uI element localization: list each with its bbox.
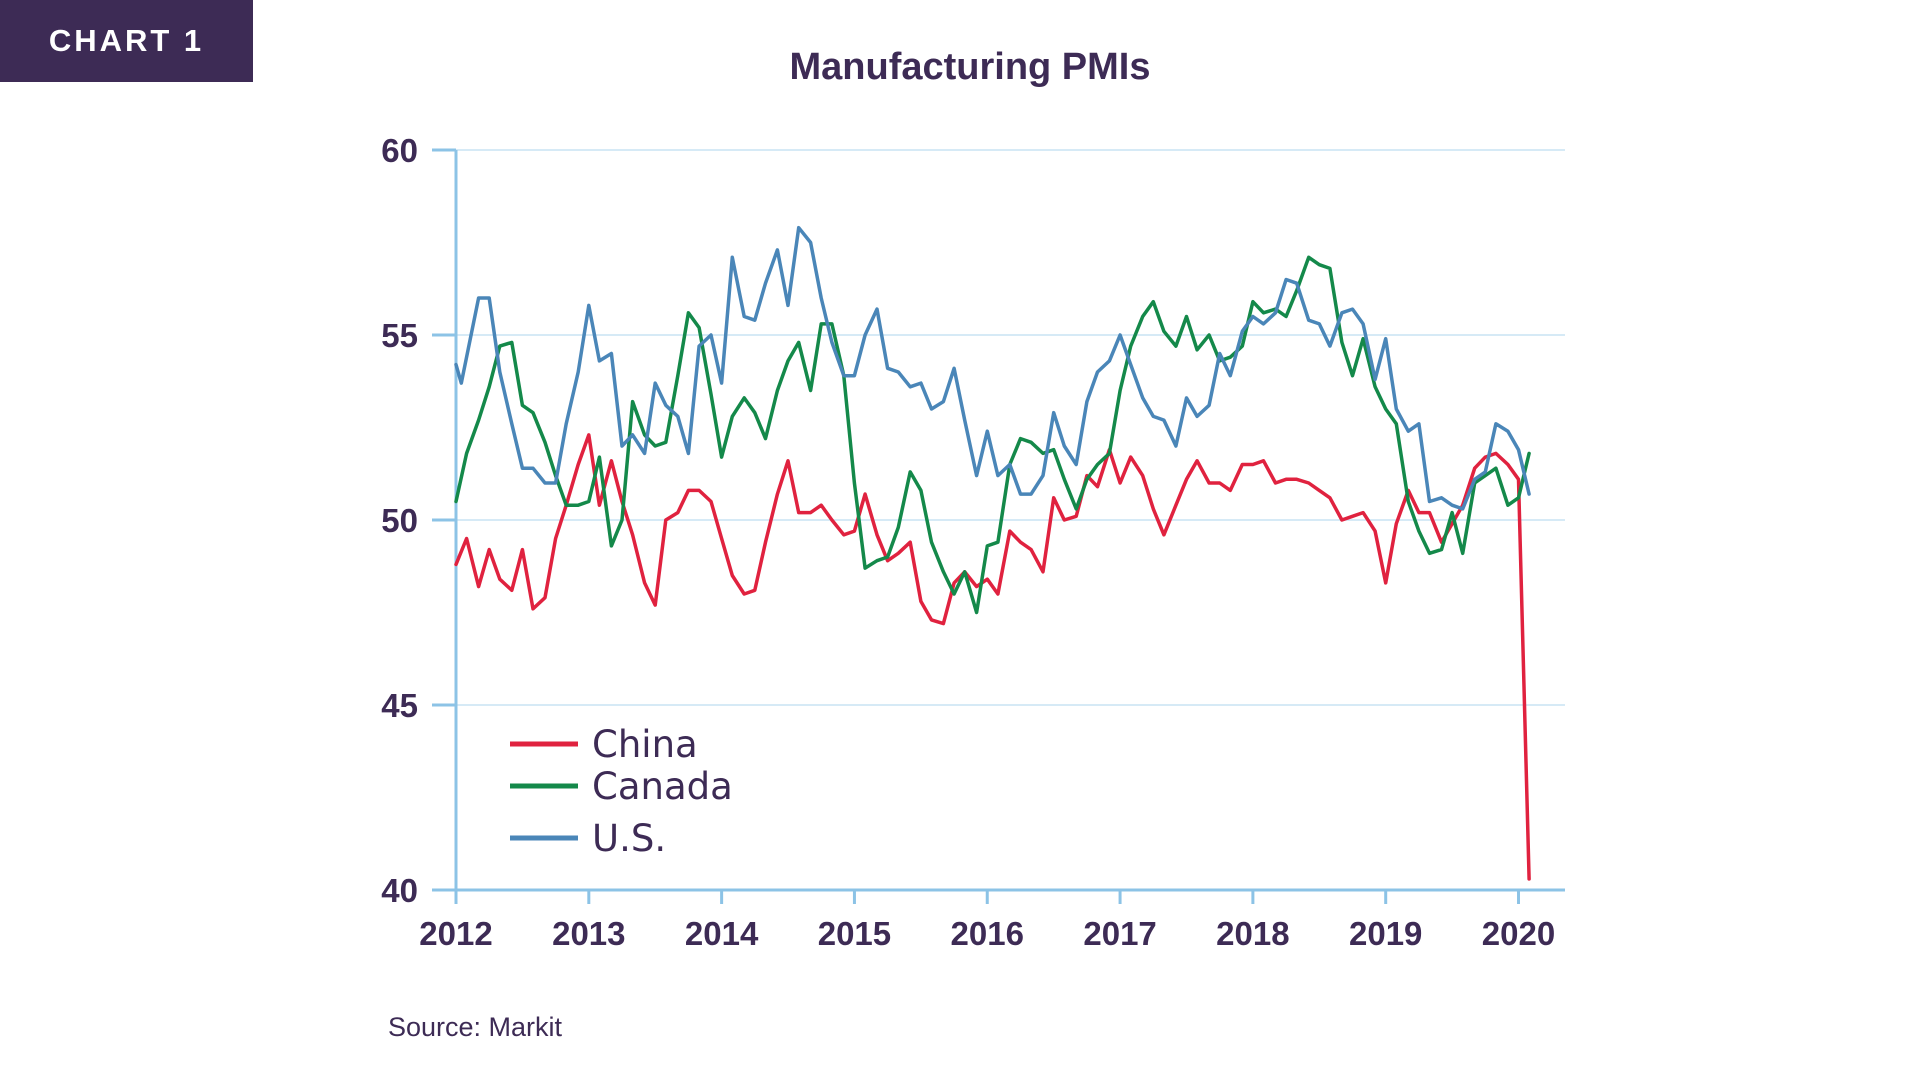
x-tick-label: 2015 — [818, 915, 891, 952]
y-tick-label: 45 — [381, 687, 418, 724]
chart-number-tag: CHART 1 — [0, 0, 253, 82]
legend-label-us: U.S. — [592, 817, 666, 860]
series-lines — [454, 225, 1531, 881]
chart-title: Manufacturing PMIs — [789, 46, 1151, 88]
y-tick-label: 55 — [381, 317, 418, 354]
x-tick-label: 2016 — [951, 915, 1024, 952]
x-tick-label: 2014 — [685, 915, 759, 952]
y-tick-label: 50 — [381, 502, 418, 539]
x-tick-label: 2012 — [419, 915, 492, 952]
series-line-us — [454, 225, 1531, 511]
x-tick-label: 2018 — [1216, 915, 1289, 952]
source-note: Source: Markit — [388, 1012, 563, 1042]
legend: China Canada U.S. — [510, 723, 733, 860]
y-axis-ticks: 60 55 50 45 40 — [381, 132, 456, 909]
y-tick-label: 60 — [381, 132, 418, 169]
series-line-china — [454, 433, 1531, 881]
x-axis-ticks: 2012 2013 2014 2015 2016 2017 2018 2019 2020 — [419, 890, 1555, 952]
gridlines — [456, 149, 1565, 706]
x-tick-label: 2017 — [1083, 915, 1156, 952]
x-tick-label: 2019 — [1349, 915, 1422, 952]
legend-label-canada: Canada — [592, 765, 733, 808]
y-tick-label: 40 — [381, 872, 418, 909]
x-tick-label: 2013 — [552, 915, 625, 952]
legend-label-china: China — [592, 723, 698, 766]
series-line-canada — [454, 255, 1531, 615]
x-tick-label: 2020 — [1482, 915, 1555, 952]
